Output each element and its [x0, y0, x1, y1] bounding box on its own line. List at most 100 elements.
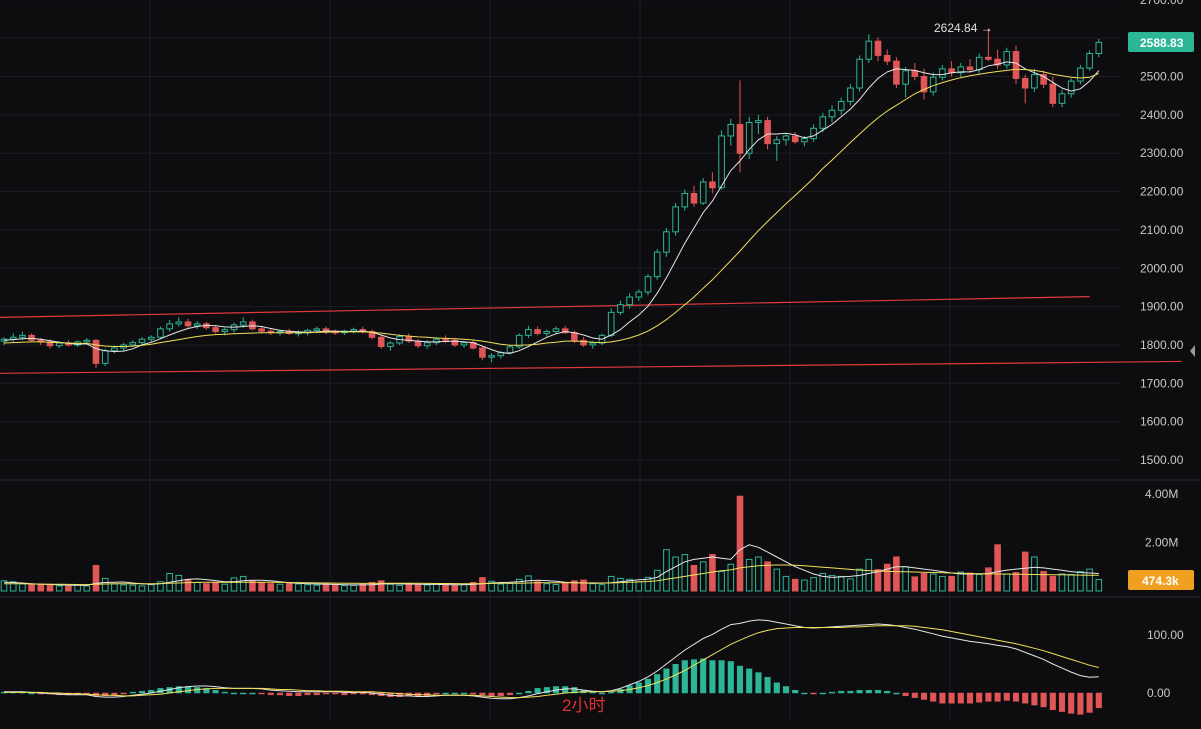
candle-body: [718, 135, 725, 189]
candle-body: [893, 60, 900, 85]
candle: [681, 189, 689, 211]
candle: [856, 55, 863, 92]
macd-histogram-bar: [718, 660, 725, 694]
volume-bar: [920, 573, 928, 592]
price-tick-label: 1500.00: [1140, 453, 1184, 467]
macd-histogram-bar: [1040, 692, 1047, 708]
macd-histogram-bar: [313, 692, 320, 696]
candle: [166, 320, 173, 332]
candle-body: [1021, 77, 1029, 89]
volume-bar: [736, 495, 744, 592]
candle-body: [902, 70, 909, 85]
macd-layer: [0, 619, 1102, 715]
macd-histogram-bar: [230, 692, 238, 695]
volume-bar: [534, 581, 541, 592]
macd-histogram-bar: [341, 692, 348, 696]
volume-bar: [129, 584, 137, 592]
volume-bar: [727, 563, 735, 592]
volume-bar: [699, 561, 707, 592]
volume-bar: [1049, 575, 1057, 592]
macd-histogram-bar: [138, 690, 146, 694]
last-price-badge-bg: [1128, 32, 1194, 52]
candle: [1049, 76, 1057, 108]
candle-body: [138, 338, 146, 344]
volume-bar: [589, 583, 597, 592]
macd-histogram-bar: [304, 692, 311, 696]
macd-histogram-bar: [1012, 692, 1020, 702]
macd-histogram-bar: [939, 692, 946, 704]
candle-body: [543, 331, 551, 334]
candle: [552, 326, 560, 335]
macd-histogram-bar: [1022, 692, 1029, 704]
candle: [28, 333, 35, 342]
volume-bar: [203, 583, 210, 592]
candle: [451, 338, 459, 347]
candle: [1003, 47, 1011, 69]
candle-body: [856, 58, 863, 89]
candle-body: [157, 328, 164, 338]
volume-bar: [902, 566, 909, 592]
candle-body: [111, 347, 118, 352]
left-arrow-icon[interactable]: [1190, 345, 1195, 357]
candle: [736, 80, 744, 173]
price-tick-label: 1600.00: [1140, 415, 1184, 429]
timeframe-watermark: 2小时: [562, 696, 605, 715]
candle: [810, 124, 817, 142]
macd-histogram-bar: [782, 686, 790, 694]
candle-body: [1049, 83, 1057, 104]
candle-body: [709, 181, 716, 189]
volume-bar: [230, 577, 238, 592]
candle: [175, 317, 183, 327]
volume-bar: [65, 585, 72, 592]
candle-body: [635, 291, 643, 298]
candle-body: [423, 342, 431, 347]
candle: [994, 49, 1001, 69]
candle-body: [589, 342, 597, 346]
macd-histogram-bar: [120, 692, 127, 695]
volume-bar: [111, 583, 118, 592]
candle: [635, 289, 643, 301]
volume-bar: [552, 583, 560, 592]
macd-histogram-bar: [1058, 692, 1066, 712]
volume-bar: [350, 584, 357, 592]
volume-bar: [414, 584, 422, 592]
volume-bar: [543, 583, 551, 592]
volume-bar: [267, 583, 275, 592]
volume-bar: [295, 583, 302, 592]
volume-bar: [1021, 551, 1029, 592]
macd-histogram-bar: [948, 692, 955, 704]
macd-histogram-bar: [267, 692, 274, 696]
candle: [138, 337, 146, 345]
volume-bar: [37, 583, 45, 592]
candle: [488, 353, 495, 363]
candle: [847, 84, 854, 106]
volume-bar: [221, 583, 229, 592]
macd-histogram-bar: [258, 692, 265, 695]
macd-histogram-bar: [497, 692, 504, 697]
scroll-arrow-icon[interactable]: [1190, 345, 1195, 357]
candle: [644, 274, 652, 296]
macd-histogram-bar: [1086, 692, 1093, 713]
volume-bar: [0, 580, 8, 592]
volume-bar: [442, 584, 449, 592]
candle: [957, 63, 965, 78]
candle-body: [442, 338, 449, 341]
macd-histogram-bar: [884, 690, 891, 694]
macd-histogram-bar: [350, 692, 357, 695]
volume-bar: [1095, 578, 1103, 592]
macd-dea-line: [4, 625, 1099, 699]
volume-bar: [515, 578, 523, 592]
candle: [755, 114, 762, 135]
candle-body: [129, 342, 137, 346]
candle-body: [184, 321, 192, 327]
candle-body: [101, 350, 109, 364]
volume-bar: [138, 585, 146, 592]
last-price-label: 2588.83: [1140, 36, 1184, 50]
macd-histogram-bar: [700, 658, 707, 694]
candle-body: [847, 87, 854, 102]
volume-bar: [966, 572, 974, 592]
candle-body: [1095, 41, 1103, 54]
candle-body: [221, 329, 229, 333]
